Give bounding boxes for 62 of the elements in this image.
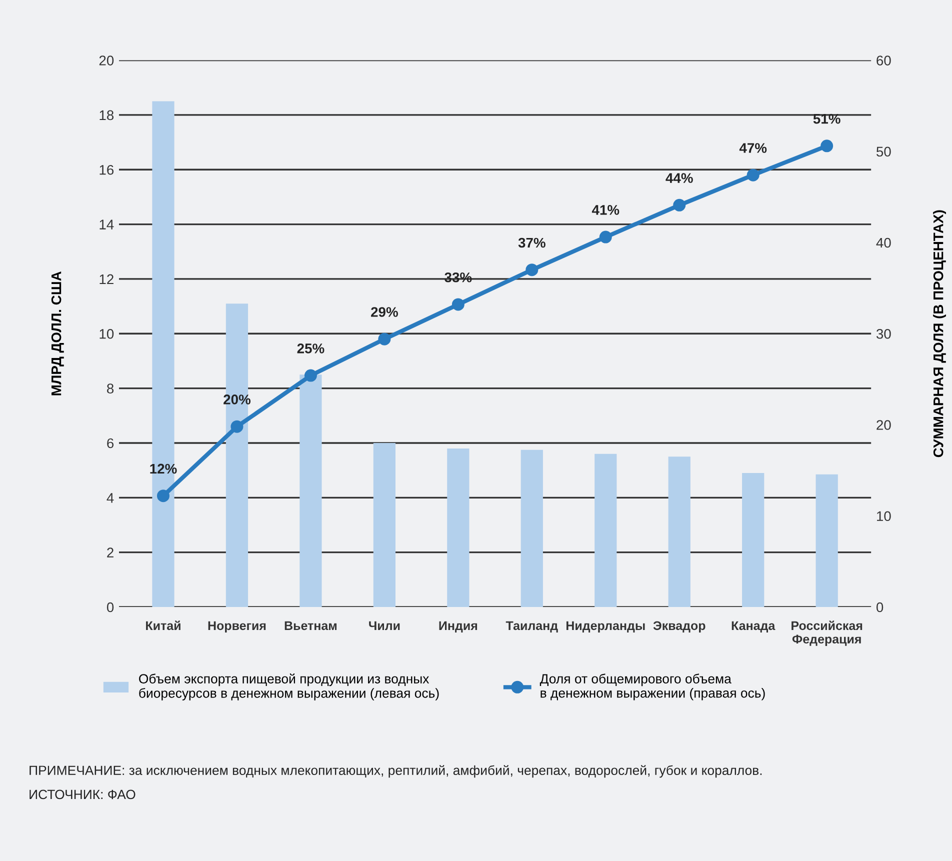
y2-tick-label: 50 [876, 146, 891, 157]
data-label: 29% [371, 307, 398, 317]
x-tick-label: Норвегия [208, 621, 266, 633]
bar [742, 473, 764, 608]
data-label: 47% [739, 143, 767, 153]
point [746, 168, 760, 182]
y-tick-label: 6 [107, 438, 114, 448]
x-tick-label: Индия [439, 621, 478, 632]
data-label: 20% [224, 394, 251, 404]
data-label: 41% [592, 205, 620, 215]
text: ИСТОЧНИК: ФАО [30, 790, 136, 800]
y2-tick-label: 10 [877, 511, 891, 522]
y-tick-label: 14 [100, 220, 114, 230]
x-tick-label: Канада [732, 621, 776, 632]
bar [668, 456, 690, 608]
point [820, 140, 834, 152]
bar [373, 442, 396, 608]
bar [816, 474, 838, 608]
data-label: 37% [518, 238, 546, 248]
data-label: 51% [813, 114, 840, 124]
y-tick-label: 18 [100, 110, 114, 120]
data-label: 12% [150, 464, 177, 474]
y-tick-label: 4 [106, 493, 114, 503]
x-tick-label: Китай [146, 620, 180, 630]
point [156, 490, 170, 502]
x-tick-label: Вьетнам [284, 621, 337, 630]
y-tick-label: 16 [100, 164, 114, 175]
data-label: 44% [666, 173, 693, 183]
bar [594, 454, 617, 608]
y-tick-label: 12 [100, 274, 114, 284]
legend-label: Объем экспорта пищевой продукции из водных биоресурсов в денежном выражении (левая ось) [139, 674, 439, 700]
y2-tick-label: 40 [876, 238, 891, 248]
y-axis-title: МЛРД ДОЛЛ. США [51, 271, 64, 396]
y-tick-label: 8 [107, 384, 114, 394]
bar [226, 304, 248, 608]
point [230, 420, 244, 433]
point [452, 298, 464, 311]
y-tick-label: 0 [106, 602, 114, 612]
text: ПРИМЕЧАНИЕ: за исключением водных млекопитающих, рептилий, амфибий, черепах, водорослей, губок и кораллов. [30, 765, 762, 778]
bar [447, 448, 470, 608]
bar [300, 374, 322, 608]
x-tick-label: Российская Федерация [792, 620, 862, 646]
y2-tick-label: 30 [876, 328, 891, 339]
x-tick-label: Чили [369, 621, 400, 630]
bar [520, 450, 543, 608]
y2-tick-label: 0 [876, 602, 884, 612]
data-label: 25% [297, 344, 324, 354]
y-tick-label: 2 [107, 548, 114, 558]
x-tick-label: Таиланд [506, 621, 558, 632]
point [673, 198, 686, 212]
point [599, 230, 612, 244]
y-tick-label: 10 [100, 328, 114, 339]
point [378, 332, 391, 346]
x-tick-label: Эквадор [653, 621, 706, 633]
y2-tick-label: 60 [876, 56, 891, 66]
y2-axis-title: СУММАРНАЯ ДОЛЯ (В ПРОЦЕНТАХ) [933, 210, 946, 458]
point [304, 369, 317, 382]
y-tick-label: 20 [99, 56, 114, 66]
legend-label: Доля от общемирового объема в денежном выражении (правая ось) [540, 674, 765, 700]
y2-tick-label: 20 [876, 420, 891, 430]
point [526, 264, 538, 276]
x-tick-label: Нидерланды [566, 621, 645, 633]
